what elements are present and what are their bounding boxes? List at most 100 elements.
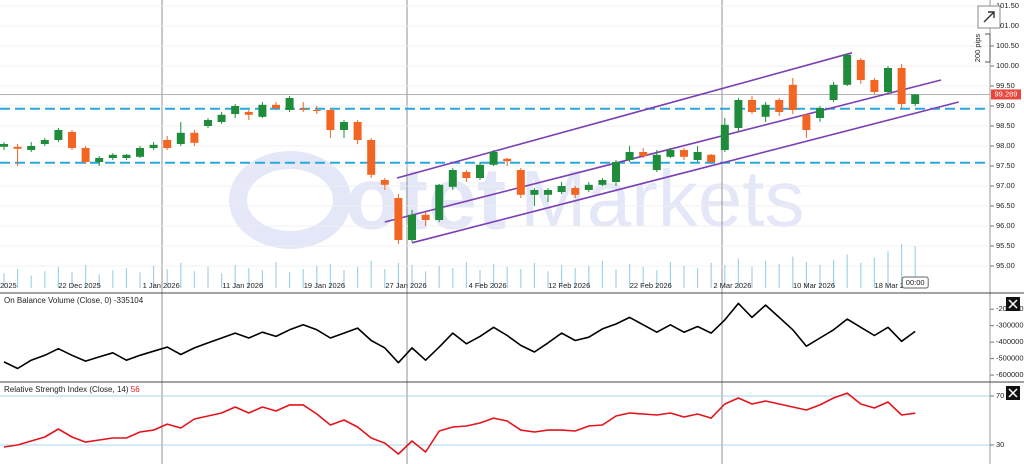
candle-body xyxy=(856,60,865,80)
candle-body xyxy=(462,172,471,178)
candle-body xyxy=(639,152,648,156)
candle-body xyxy=(217,114,226,122)
candle-body xyxy=(693,152,702,160)
plot-layer: 101.50 101.00 100.50 100.00 99.50 99.00 98.50 9… xyxy=(0,1,1024,455)
candle-body xyxy=(557,186,566,192)
indicator-line xyxy=(3,392,916,455)
y-tick-label: -600000 xyxy=(996,370,1024,379)
volume-bar xyxy=(873,257,875,288)
candle-body xyxy=(435,184,444,220)
volume-bar xyxy=(778,263,780,288)
close-rsi-panel[interactable] xyxy=(1006,386,1020,400)
volume-bar xyxy=(139,272,141,288)
candle-body xyxy=(258,104,267,117)
candle-body xyxy=(285,98,294,110)
candle-body xyxy=(761,104,770,117)
y-tick-label: 95.50 xyxy=(996,241,1015,250)
volume-bar xyxy=(683,266,685,288)
channel-line xyxy=(411,101,959,244)
x-tick-label: 2 Mar 2026 xyxy=(713,281,751,290)
y-tick-label: 100.00 xyxy=(996,61,1019,70)
candle-body xyxy=(326,110,335,130)
volume-bar xyxy=(397,262,399,288)
candle-body xyxy=(176,132,185,144)
volume-bar xyxy=(547,271,549,288)
volume-bar xyxy=(57,267,59,288)
candle-body xyxy=(149,144,158,148)
volume-bar xyxy=(248,268,250,288)
volume-bar xyxy=(112,270,114,288)
x-tick-label: 1 Jan 2026 xyxy=(143,281,180,290)
candle-body xyxy=(421,214,430,220)
y-tick-label: 70 xyxy=(996,391,1004,400)
volume-bar xyxy=(384,269,386,288)
y-tick-label: 98.00 xyxy=(996,141,1015,150)
candle-body xyxy=(625,152,634,160)
channel-line xyxy=(396,52,853,179)
volume-bar xyxy=(30,275,32,288)
volume-bar xyxy=(17,269,19,288)
candle-body xyxy=(272,104,280,108)
obv-current-value: -335104 xyxy=(114,296,144,305)
candle-body xyxy=(489,152,498,165)
candle-body xyxy=(231,106,240,114)
candle-body xyxy=(652,154,661,170)
candle-body xyxy=(544,190,552,195)
candle-body xyxy=(380,180,389,185)
y-tick-label: 95.00 xyxy=(996,261,1015,270)
volume-bar xyxy=(193,271,195,288)
candle-body xyxy=(27,146,36,150)
y-tick-label: -400000 xyxy=(996,337,1024,346)
volume-bar xyxy=(425,271,427,288)
candle-body xyxy=(666,150,675,157)
candle-body xyxy=(503,158,512,162)
rsi-title-text: Relative Strength Index (Close, 14) xyxy=(4,385,129,394)
candle-body xyxy=(584,184,593,190)
rsi-title: Relative Strength Index (Close, 14) 56 xyxy=(4,385,140,394)
candle-body xyxy=(163,140,172,148)
channel-line xyxy=(384,79,942,223)
candle-body xyxy=(720,124,729,150)
x-tick-label: 18 Mar 2026 xyxy=(875,281,917,290)
x-tick-label: 10 Mar 2026 xyxy=(793,281,835,290)
volume-bar xyxy=(574,268,576,288)
volume-bar xyxy=(289,272,291,288)
volume-bar xyxy=(805,261,807,288)
volume-bar xyxy=(452,268,454,288)
y-tick-label: 101.00 xyxy=(996,21,1019,30)
volume-bar xyxy=(846,254,848,288)
candle-body xyxy=(81,148,90,162)
candle-body xyxy=(448,170,457,187)
x-tick-label: 22 Dec 2025 xyxy=(58,281,101,290)
candle-body xyxy=(0,144,8,147)
candle-body xyxy=(612,162,620,182)
x-tick-label: 19 Jan 2026 xyxy=(304,281,345,290)
indicator-line xyxy=(3,302,916,370)
volume-bar xyxy=(44,271,46,288)
candle-body xyxy=(897,68,906,104)
candle-body xyxy=(530,190,539,195)
close-icon xyxy=(1008,388,1018,398)
close-obv-panel[interactable] xyxy=(1006,297,1020,311)
volume-bar xyxy=(370,260,372,288)
candle-body xyxy=(108,154,117,158)
candle-body xyxy=(204,120,212,126)
candle-body xyxy=(476,164,484,178)
volume-bar xyxy=(438,266,440,288)
volume-bar xyxy=(669,261,671,288)
candle-body xyxy=(299,108,308,110)
candle-body xyxy=(788,84,797,110)
volume-bar xyxy=(697,268,699,288)
candle-body xyxy=(775,100,784,112)
expand-button[interactable] xyxy=(977,5,1001,29)
volume-bar xyxy=(792,256,794,288)
volume-bar xyxy=(343,270,345,288)
volume-bar xyxy=(588,266,590,288)
volume-bar xyxy=(520,269,522,288)
candle-body xyxy=(911,94,920,104)
volume-bar xyxy=(710,262,712,288)
candle-body xyxy=(340,122,348,130)
volume-bar xyxy=(98,274,100,288)
volume-bar xyxy=(125,268,127,288)
